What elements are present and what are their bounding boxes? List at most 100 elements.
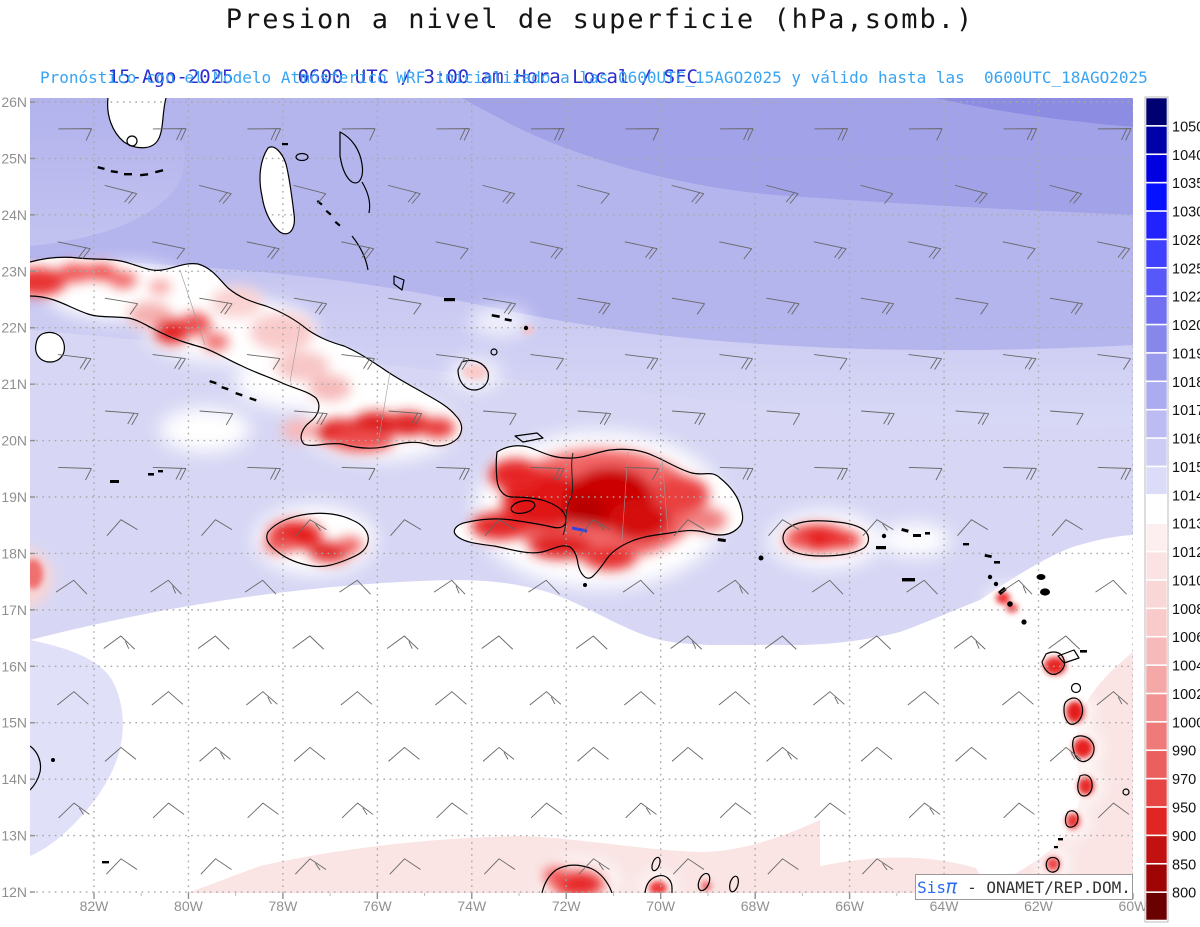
- lon-label: 68W: [741, 898, 771, 914]
- lon-label: 74W: [457, 898, 487, 914]
- colorbar-label: 1020: [1172, 318, 1200, 334]
- colorbar-label: 1050: [1172, 119, 1200, 135]
- colorbar-label: 1025: [1172, 261, 1200, 277]
- pressure-band-1013-white: [30, 535, 1133, 893]
- lon-label: 66W: [835, 898, 865, 914]
- colorbar-label: 1012: [1172, 545, 1200, 561]
- colorbar-label: 1028: [1172, 233, 1200, 249]
- validity-label: 0600 UTC / 3:00 am Hora Local / SFC: [297, 66, 698, 88]
- lon-label: 80W: [174, 898, 204, 914]
- colorbar-cell: [1145, 438, 1168, 467]
- colorbar-label: 900: [1172, 829, 1196, 845]
- pressure-band-1022: [935, 98, 1133, 127]
- colorbar-label: 990: [1172, 744, 1196, 760]
- colorbar-cell: [1145, 580, 1168, 609]
- credit-brand: Sis: [917, 877, 947, 897]
- lat-label: 18N: [1, 545, 27, 561]
- colorbar-cell: [1145, 551, 1168, 580]
- small-cays: [51, 143, 1087, 864]
- colorbar-cell: [1145, 693, 1168, 722]
- lon-label: 72W: [552, 898, 582, 914]
- colorbar-cell: [1145, 892, 1168, 921]
- colorbar-cell: [1145, 835, 1168, 864]
- lon-label: 76W: [363, 898, 393, 914]
- credit-badge: Sis π - ONAMET/REP.DOM.: [915, 874, 1133, 900]
- lat-label: 26N: [1, 94, 27, 110]
- colorbar-label: 950: [1172, 801, 1196, 817]
- colorbar-cell: [1145, 807, 1168, 836]
- lat-label: 13N: [1, 828, 27, 844]
- colorbar-cell: [1145, 296, 1168, 325]
- lon-label: 70W: [646, 898, 676, 914]
- datetime-line: 15-Ago-2025 0600 UTC / 3:00 am Hora Local…: [0, 44, 698, 110]
- lat-label: 25N: [1, 150, 27, 166]
- colorbar-label: 1004: [1172, 659, 1200, 675]
- colorbar-label: 1006: [1172, 630, 1200, 646]
- lon-label: 64W: [930, 898, 960, 914]
- colorbar-label: 1002: [1172, 687, 1200, 703]
- colorbar-label: 1018: [1172, 375, 1200, 391]
- axis-labels: 26N 25N 24N 23N 22N 21N 20N 19N 18N 17N 16N 15N 14N 1…: [1, 94, 1148, 914]
- colorbar-cell: [1145, 863, 1168, 892]
- lon-label: 82W: [80, 898, 110, 914]
- colorbar-label: 800: [1172, 886, 1196, 902]
- lat-label: 16N: [1, 658, 27, 674]
- lat-label: 21N: [1, 376, 27, 392]
- colorbar-cell: [1145, 97, 1168, 126]
- colorbar: 1050 1040 1035 1030 1028 1025 1022 1020 1019 1018…: [1144, 96, 1200, 923]
- coastlines: [30, 98, 1130, 893]
- colorbar-label: 1013: [1172, 517, 1200, 533]
- colorbar-cell: [1145, 409, 1168, 438]
- colorbar-label: 850: [1172, 857, 1196, 873]
- colorbar-cell: [1145, 722, 1168, 751]
- lon-label: 60W: [1119, 898, 1149, 914]
- lon-label: 62W: [1024, 898, 1054, 914]
- colorbar-cell: [1145, 523, 1168, 552]
- pressure-band-1020: [462, 98, 1133, 215]
- colorbar-cell: [1145, 778, 1168, 807]
- lavender-lobe-west: [30, 640, 123, 856]
- colorbar-label: 1000: [1172, 715, 1200, 731]
- colorbar-label: 1030: [1172, 205, 1200, 221]
- colorbar-label: 1014: [1172, 488, 1200, 504]
- lat-label: 22N: [1, 320, 27, 336]
- lat-label: 17N: [1, 602, 27, 618]
- colorbar-cell: [1145, 636, 1168, 665]
- colorbar-label: 1010: [1172, 573, 1200, 589]
- colorbar-cell: [1145, 324, 1168, 353]
- colorbar-cell: [1145, 267, 1168, 296]
- lat-label: 14N: [1, 771, 27, 787]
- colorbar-cell: [1145, 353, 1168, 382]
- lat-label: 20N: [1, 433, 27, 449]
- colorbar-label: 1015: [1172, 460, 1200, 476]
- lat-label: 15N: [1, 715, 27, 731]
- credit-org: - ONAMET/REP.DOM.: [957, 877, 1131, 897]
- colorbar-label: 1017: [1172, 403, 1200, 419]
- colorbar-label: 1040: [1172, 148, 1200, 164]
- colorbar-cell: [1145, 466, 1168, 495]
- colorbar-label: 1019: [1172, 346, 1200, 362]
- colorbar-label: 970: [1172, 772, 1196, 788]
- colorbar-cell: [1145, 381, 1168, 410]
- lat-label: 23N: [1, 263, 27, 279]
- colorbar-label: 1016: [1172, 432, 1200, 448]
- lat-label: 24N: [1, 207, 27, 223]
- colorbar-cell: [1145, 495, 1168, 524]
- colorbar-cell: [1145, 154, 1168, 183]
- lon-label: 78W: [269, 898, 299, 914]
- lat-label: 19N: [1, 489, 27, 505]
- wind-barbs: [55, 127, 1132, 875]
- colorbar-cell: [1145, 239, 1168, 268]
- colorbar-cell: [1145, 182, 1168, 211]
- colorbar-cell: [1145, 211, 1168, 240]
- colorbar-label: 1022: [1172, 290, 1200, 306]
- pi-symbol: π: [946, 876, 958, 898]
- pressure-band-1018: [30, 98, 1133, 351]
- page-title: Presion a nivel de superficie (hPa,somb.…: [225, 4, 975, 35]
- low-pressure-pink-east: [976, 652, 1133, 893]
- colorbar-cell: [1145, 750, 1168, 779]
- forecast-note: Pronóstico con el Modelo Atmósferico WRF…: [40, 68, 1148, 87]
- date-label: 15-Ago-2025: [107, 66, 234, 88]
